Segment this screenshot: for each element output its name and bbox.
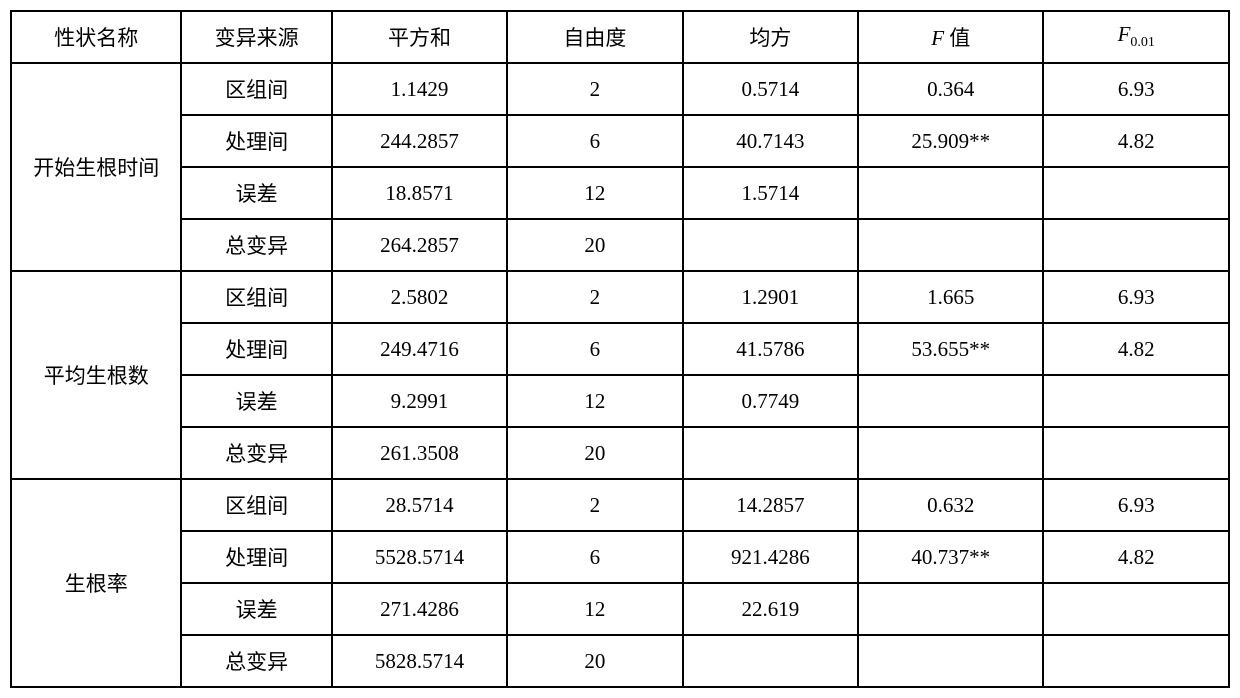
df-cell: 12 <box>507 167 682 219</box>
df-cell: 6 <box>507 323 682 375</box>
header-ss: 平方和 <box>332 11 507 63</box>
f001-cell: 4.82 <box>1043 531 1229 583</box>
df-cell: 2 <box>507 271 682 323</box>
f001-cell <box>1043 167 1229 219</box>
source-cell: 误差 <box>181 375 331 427</box>
table-row: 处理间 5528.5714 6 921.4286 40.737** 4.82 <box>11 531 1229 583</box>
trait-cell: 开始生根时间 <box>11 63 181 271</box>
source-cell: 处理间 <box>181 531 331 583</box>
df-cell: 20 <box>507 635 682 687</box>
table-row: 开始生根时间 区组间 1.1429 2 0.5714 0.364 6.93 <box>11 63 1229 115</box>
trait-cell: 平均生根数 <box>11 271 181 479</box>
ss-cell: 261.3508 <box>332 427 507 479</box>
source-cell: 总变异 <box>181 427 331 479</box>
f-cell <box>858 583 1043 635</box>
f001-cell: 6.93 <box>1043 63 1229 115</box>
source-cell: 误差 <box>181 583 331 635</box>
ms-cell <box>683 219 858 271</box>
source-cell: 区组间 <box>181 479 331 531</box>
table-row: 处理间 244.2857 6 40.7143 25.909** 4.82 <box>11 115 1229 167</box>
ms-cell <box>683 635 858 687</box>
ms-cell: 921.4286 <box>683 531 858 583</box>
f-cell <box>858 427 1043 479</box>
f-cell: 1.665 <box>858 271 1043 323</box>
f001-cell: 4.82 <box>1043 115 1229 167</box>
source-cell: 处理间 <box>181 115 331 167</box>
ss-cell: 264.2857 <box>332 219 507 271</box>
f-cell <box>858 167 1043 219</box>
df-cell: 2 <box>507 63 682 115</box>
df-cell: 12 <box>507 375 682 427</box>
f001-cell <box>1043 635 1229 687</box>
source-cell: 误差 <box>181 167 331 219</box>
header-f001: F0.01 <box>1043 11 1229 63</box>
df-cell: 2 <box>507 479 682 531</box>
df-cell: 20 <box>507 427 682 479</box>
ss-cell: 9.2991 <box>332 375 507 427</box>
header-ms: 均方 <box>683 11 858 63</box>
ss-cell: 249.4716 <box>332 323 507 375</box>
table-row: 误差 9.2991 12 0.7749 <box>11 375 1229 427</box>
f-cell: 0.364 <box>858 63 1043 115</box>
f-cell: 53.655** <box>858 323 1043 375</box>
table-row: 生根率 区组间 28.5714 2 14.2857 0.632 6.93 <box>11 479 1229 531</box>
f-cell: 0.632 <box>858 479 1043 531</box>
ms-cell: 22.619 <box>683 583 858 635</box>
ss-cell: 28.5714 <box>332 479 507 531</box>
table-row: 误差 271.4286 12 22.619 <box>11 583 1229 635</box>
table-body: 开始生根时间 区组间 1.1429 2 0.5714 0.364 6.93 处理… <box>11 63 1229 687</box>
table-row: 总变异 5828.5714 20 <box>11 635 1229 687</box>
header-f: F 值 <box>858 11 1043 63</box>
f-cell: 40.737** <box>858 531 1043 583</box>
header-source: 变异来源 <box>181 11 331 63</box>
header-row: 性状名称 变异来源 平方和 自由度 均方 F 值 F0.01 <box>11 11 1229 63</box>
ms-cell: 0.7749 <box>683 375 858 427</box>
table-row: 总变异 264.2857 20 <box>11 219 1229 271</box>
ss-cell: 244.2857 <box>332 115 507 167</box>
header-trait: 性状名称 <box>11 11 181 63</box>
df-cell: 6 <box>507 531 682 583</box>
ms-cell: 1.2901 <box>683 271 858 323</box>
source-cell: 区组间 <box>181 271 331 323</box>
source-cell: 处理间 <box>181 323 331 375</box>
ms-cell: 0.5714 <box>683 63 858 115</box>
f001-cell: 6.93 <box>1043 479 1229 531</box>
source-cell: 总变异 <box>181 635 331 687</box>
ms-cell: 40.7143 <box>683 115 858 167</box>
table-row: 处理间 249.4716 6 41.5786 53.655** 4.82 <box>11 323 1229 375</box>
ss-cell: 2.5802 <box>332 271 507 323</box>
table-row: 平均生根数 区组间 2.5802 2 1.2901 1.665 6.93 <box>11 271 1229 323</box>
ss-cell: 18.8571 <box>332 167 507 219</box>
f-cell <box>858 219 1043 271</box>
df-cell: 12 <box>507 583 682 635</box>
ss-cell: 1.1429 <box>332 63 507 115</box>
df-cell: 20 <box>507 219 682 271</box>
source-cell: 区组间 <box>181 63 331 115</box>
source-cell: 总变异 <box>181 219 331 271</box>
ss-cell: 5828.5714 <box>332 635 507 687</box>
f-cell <box>858 635 1043 687</box>
table-row: 总变异 261.3508 20 <box>11 427 1229 479</box>
header-df: 自由度 <box>507 11 682 63</box>
f001-cell <box>1043 427 1229 479</box>
anova-table: 性状名称 变异来源 平方和 自由度 均方 F 值 F0.01 开始生根时间 区组… <box>10 10 1230 688</box>
f-cell: 25.909** <box>858 115 1043 167</box>
f-cell <box>858 375 1043 427</box>
ss-cell: 5528.5714 <box>332 531 507 583</box>
ms-cell: 41.5786 <box>683 323 858 375</box>
table-row: 误差 18.8571 12 1.5714 <box>11 167 1229 219</box>
ss-cell: 271.4286 <box>332 583 507 635</box>
ms-cell <box>683 427 858 479</box>
f001-cell: 4.82 <box>1043 323 1229 375</box>
f001-cell <box>1043 583 1229 635</box>
trait-cell: 生根率 <box>11 479 181 687</box>
ms-cell: 14.2857 <box>683 479 858 531</box>
ms-cell: 1.5714 <box>683 167 858 219</box>
f001-cell <box>1043 219 1229 271</box>
df-cell: 6 <box>507 115 682 167</box>
f001-cell: 6.93 <box>1043 271 1229 323</box>
f001-cell <box>1043 375 1229 427</box>
